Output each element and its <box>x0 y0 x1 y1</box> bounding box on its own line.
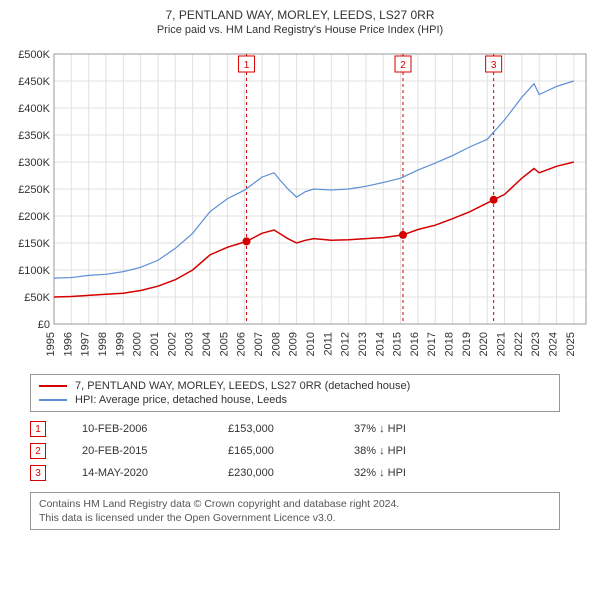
transaction-delta: 32% ↓ HPI <box>354 467 406 479</box>
svg-text:£500K: £500K <box>18 49 50 61</box>
table-row: 3 14-MAY-2020 £230,000 32% ↓ HPI <box>30 462 560 484</box>
footer: Contains HM Land Registry data © Crown c… <box>30 492 560 530</box>
svg-text:£50K: £50K <box>24 292 50 304</box>
footer-text-1: Contains HM Land Registry data © Crown c… <box>39 497 551 511</box>
svg-text:2007: 2007 <box>253 332 265 356</box>
price-chart: £0 £50K £100K £150K £200K £250K £300K £350K £400… <box>8 40 592 370</box>
svg-text:1998: 1998 <box>97 332 109 356</box>
svg-text:2015: 2015 <box>392 332 404 356</box>
svg-text:2010: 2010 <box>305 332 317 356</box>
legend-swatch <box>39 399 67 401</box>
transaction-price: £165,000 <box>228 445 318 457</box>
svg-text:1995: 1995 <box>45 332 57 356</box>
marker-badge: 1 <box>30 421 46 437</box>
transaction-date: 14-MAY-2020 <box>82 467 192 479</box>
svg-text:2019: 2019 <box>461 332 473 356</box>
svg-text:2021: 2021 <box>496 332 508 356</box>
svg-text:£100K: £100K <box>18 265 50 277</box>
transaction-price: £230,000 <box>228 467 318 479</box>
svg-text:1999: 1999 <box>114 332 126 356</box>
svg-text:2012: 2012 <box>340 332 352 356</box>
svg-text:£150K: £150K <box>18 238 50 250</box>
transactions-table: 1 10-FEB-2006 £153,000 37% ↓ HPI 2 20-FEB-201… <box>30 418 560 484</box>
transaction-delta: 38% ↓ HPI <box>354 445 406 457</box>
svg-text:2011: 2011 <box>322 332 334 356</box>
transaction-price: £153,000 <box>228 423 318 435</box>
svg-text:1997: 1997 <box>80 332 92 356</box>
svg-text:£400K: £400K <box>18 103 50 115</box>
svg-text:2009: 2009 <box>288 332 300 356</box>
svg-text:2005: 2005 <box>218 332 230 356</box>
marker-badge: 3 <box>30 465 46 481</box>
svg-text:£0: £0 <box>38 319 50 331</box>
legend-label: 7, PENTLAND WAY, MORLEY, LEEDS, LS27 0RR… <box>75 380 410 392</box>
svg-text:2018: 2018 <box>444 332 456 356</box>
svg-text:£450K: £450K <box>18 76 50 88</box>
svg-text:2002: 2002 <box>166 332 178 356</box>
legend: 7, PENTLAND WAY, MORLEY, LEEDS, LS27 0RR… <box>30 374 560 412</box>
svg-text:3: 3 <box>491 60 497 71</box>
svg-text:2013: 2013 <box>357 332 369 356</box>
table-row: 2 20-FEB-2015 £165,000 38% ↓ HPI <box>30 440 560 462</box>
svg-text:1996: 1996 <box>62 332 74 356</box>
svg-text:2025: 2025 <box>565 332 577 356</box>
transaction-date: 20-FEB-2015 <box>82 445 192 457</box>
page-subtitle: Price paid vs. HM Land Registry's House … <box>8 24 592 36</box>
svg-text:£200K: £200K <box>18 211 50 223</box>
svg-text:2017: 2017 <box>426 332 438 356</box>
svg-text:2016: 2016 <box>409 332 421 356</box>
svg-text:2004: 2004 <box>201 332 213 356</box>
legend-swatch <box>39 385 67 387</box>
svg-text:£350K: £350K <box>18 130 50 142</box>
transaction-delta: 37% ↓ HPI <box>354 423 406 435</box>
svg-text:2014: 2014 <box>374 332 386 356</box>
table-row: 1 10-FEB-2006 £153,000 37% ↓ HPI <box>30 418 560 440</box>
footer-text-2: This data is licensed under the Open Gov… <box>39 511 551 525</box>
svg-text:2000: 2000 <box>132 332 144 356</box>
page-title: 7, PENTLAND WAY, MORLEY, LEEDS, LS27 0RR <box>8 8 592 22</box>
svg-text:2020: 2020 <box>478 332 490 356</box>
legend-item: 7, PENTLAND WAY, MORLEY, LEEDS, LS27 0RR… <box>39 379 551 393</box>
svg-text:2023: 2023 <box>530 332 542 356</box>
svg-text:2: 2 <box>400 60 406 71</box>
svg-text:1: 1 <box>244 60 250 71</box>
svg-text:2008: 2008 <box>270 332 282 356</box>
svg-text:£300K: £300K <box>18 157 50 169</box>
svg-text:2001: 2001 <box>149 332 161 356</box>
legend-label: HPI: Average price, detached house, Leed… <box>75 394 287 406</box>
svg-text:2024: 2024 <box>548 332 560 356</box>
legend-item: HPI: Average price, detached house, Leed… <box>39 393 551 407</box>
svg-text:2003: 2003 <box>184 332 196 356</box>
svg-text:2022: 2022 <box>513 332 525 356</box>
marker-badge: 2 <box>30 443 46 459</box>
svg-text:2006: 2006 <box>236 332 248 356</box>
transaction-date: 10-FEB-2006 <box>82 423 192 435</box>
svg-text:£250K: £250K <box>18 184 50 196</box>
